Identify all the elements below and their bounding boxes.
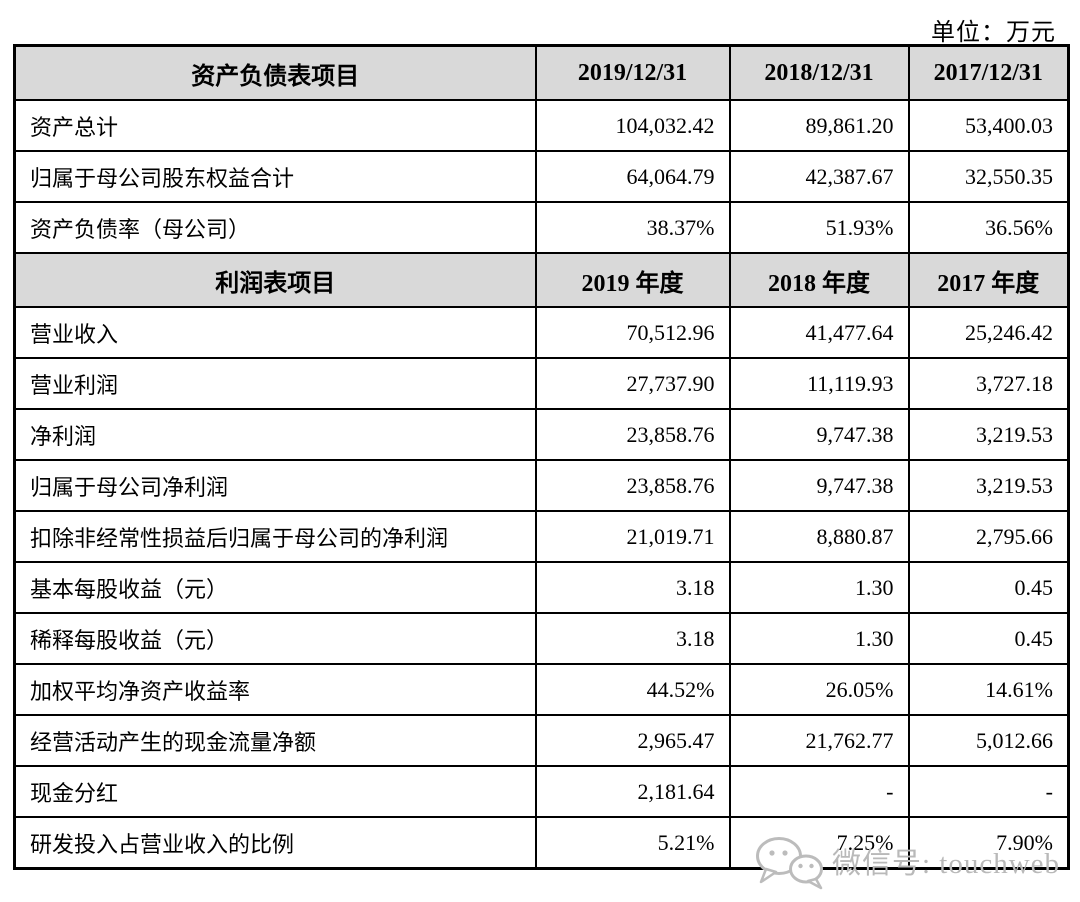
row-value: 2,965.47 (534, 714, 731, 767)
row-label: 经营活动产生的现金流量净额 (13, 714, 537, 767)
row-value: 32,550.35 (907, 150, 1070, 203)
row-value: 1.30 (728, 612, 910, 665)
row-value: 38.37% (534, 201, 731, 254)
row-label: 基本每股收益（元） (13, 561, 537, 614)
row-label: 资产总计 (13, 99, 537, 152)
row-value: 51.93% (728, 201, 910, 254)
financial-table: 资产负债表项目 2019/12/31 2018/12/31 2017/12/31 资产总… (13, 44, 1070, 870)
section-header-row: 资产负债表项目 2019/12/31 2018/12/31 2017/12/31 (13, 44, 1070, 101)
row-label: 研发投入占营业收入的比例 (13, 816, 537, 870)
row-label: 营业利润 (13, 357, 537, 410)
table-row: 资产总计 104,032.42 89,861.20 53,400.03 (13, 99, 1070, 152)
table-row: 稀释每股收益（元） 3.18 1.30 0.45 (13, 612, 1070, 665)
row-label: 归属于母公司净利润 (13, 459, 537, 512)
table-row: 加权平均净资产收益率 44.52% 26.05% 14.61% (13, 663, 1070, 716)
row-value: 41,477.64 (728, 306, 910, 359)
section-header-label: 利润表项目 (13, 252, 537, 308)
column-header: 2019/12/31 (534, 44, 731, 101)
row-value: 9,747.38 (728, 459, 910, 512)
row-label: 加权平均净资产收益率 (13, 663, 537, 716)
row-value: 0.45 (907, 612, 1070, 665)
row-value: 14.61% (907, 663, 1070, 716)
row-value: 53,400.03 (907, 99, 1070, 152)
row-value: 7.90% (907, 816, 1070, 870)
column-header: 2017 年度 (907, 252, 1070, 308)
column-header: 2018 年度 (728, 252, 910, 308)
row-value: 27,737.90 (534, 357, 731, 410)
row-value: 1.30 (728, 561, 910, 614)
row-label: 归属于母公司股东权益合计 (13, 150, 537, 203)
row-value: 36.56% (907, 201, 1070, 254)
watermark-text: 微信号: touchweb (832, 848, 1061, 880)
row-value: 3.18 (534, 561, 731, 614)
row-value: 44.52% (534, 663, 731, 716)
row-value: 25,246.42 (907, 306, 1070, 359)
table-row: 营业利润 27,737.90 11,119.93 3,727.18 (13, 357, 1070, 410)
row-value: 3,727.18 (907, 357, 1070, 410)
row-label: 资产负债率（母公司） (13, 201, 537, 254)
row-value: 5,012.66 (907, 714, 1070, 767)
row-value: 104,032.42 (534, 99, 731, 152)
table-row: 研发投入占营业收入的比例 5.21% 7.25% 7.90% (13, 816, 1070, 870)
column-header: 2017/12/31 (907, 44, 1070, 101)
row-value: 0.45 (907, 561, 1070, 614)
row-value: 70,512.96 (534, 306, 731, 359)
row-label: 扣除非经常性损益后归属于母公司的净利润 (13, 510, 537, 563)
row-value: 8,880.87 (728, 510, 910, 563)
row-label: 营业收入 (13, 306, 537, 359)
section-header-label: 资产负债表项目 (13, 44, 537, 101)
row-value: - (728, 765, 910, 818)
section-header-row: 利润表项目 2019 年度 2018 年度 2017 年度 (13, 252, 1070, 308)
table-row: 净利润 23,858.76 9,747.38 3,219.53 (13, 408, 1070, 461)
row-label: 稀释每股收益（元） (13, 612, 537, 665)
row-value: 5.21% (534, 816, 731, 870)
column-header: 2019 年度 (534, 252, 731, 308)
table-row: 现金分红 2,181.64- - (13, 765, 1070, 818)
column-header: 2018/12/31 (728, 44, 910, 101)
row-value: 26.05% (728, 663, 910, 716)
table-row: 营业收入 70,512.96 41,477.64 25,246.42 (13, 306, 1070, 359)
row-label: 净利润 (13, 408, 537, 461)
unit-label: 单位：万元 (931, 20, 1056, 46)
row-value: 9,747.38 (728, 408, 910, 461)
row-value: 23,858.76 (534, 408, 731, 461)
row-value: 21,019.71 (534, 510, 731, 563)
row-value: 3,219.53 (907, 459, 1070, 512)
table-row: 经营活动产生的现金流量净额 2,965.47 21,762.77 5,012.66 (13, 714, 1070, 767)
row-value: 2,181.64 (534, 765, 731, 818)
row-value: 3.18 (534, 612, 731, 665)
row-value: 21,762.77 (728, 714, 910, 767)
table-row: 归属于母公司股东权益合计 64,064.79 42,387.67 32,550.35 (13, 150, 1070, 203)
row-value: 11,119.93 (728, 357, 910, 410)
row-value: 3,219.53 (907, 408, 1070, 461)
table-row: 资产负债率（母公司） 38.37% 51.93% 36.56% (13, 201, 1070, 254)
table-row: 基本每股收益（元） 3.18 1.30 0.45 (13, 561, 1070, 614)
row-value: 23,858.76 (534, 459, 731, 512)
watermark: 微信号: touchweb (752, 832, 1060, 890)
row-value: 64,064.79 (534, 150, 731, 203)
table-row: 归属于母公司净利润 23,858.76 9,747.38 3,219.53 (13, 459, 1070, 512)
row-value: 2,795.66 (907, 510, 1070, 563)
row-label: 现金分红 (13, 765, 537, 818)
table-row: 扣除非经常性损益后归属于母公司的净利润 21,019.71 8,880.87 2,79… (13, 510, 1070, 563)
row-value: - (907, 765, 1070, 818)
row-value: 42,387.67 (728, 150, 910, 203)
row-value: 89,861.20 (728, 99, 910, 152)
wechat-icon (752, 832, 826, 890)
